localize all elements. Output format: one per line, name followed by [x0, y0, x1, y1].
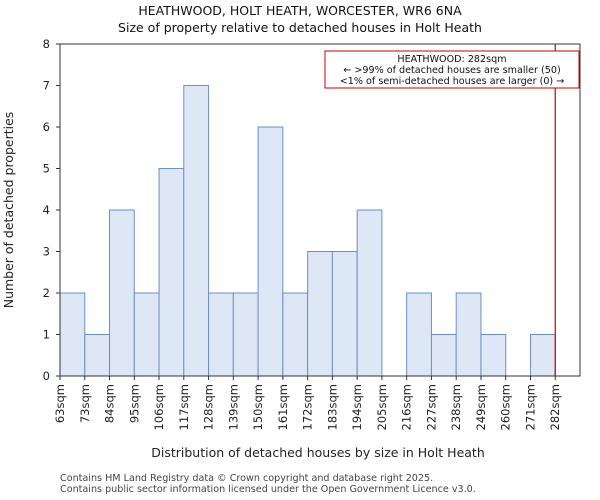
- y-axis-label: Number of detached properties: [1, 112, 16, 309]
- bar-63sqm: [59, 292, 86, 377]
- x-axis: 63sqm 73sqm 84sqm 95sqm 106sqm 117sqm 128sqm 13…: [53, 376, 562, 430]
- y-tick-label: 3: [43, 245, 50, 259]
- bar-183sqm: [331, 251, 358, 377]
- footer-line-1: Contains HM Land Registry data © Crown c…: [60, 473, 434, 484]
- x-tick-label: 227sqm: [424, 384, 438, 430]
- footer-line-2: Contains public sector information licen…: [60, 484, 476, 495]
- x-tick-label: 63sqm: [53, 384, 67, 423]
- annotation-line-2: ← >99% of detached houses are smaller (5…: [343, 65, 561, 76]
- x-tick-label: 205sqm: [375, 384, 389, 430]
- bars-layer: [59, 85, 556, 377]
- bar-84sqm: [109, 209, 135, 377]
- bar-238sqm: [455, 292, 482, 377]
- x-tick-label: 183sqm: [325, 384, 339, 430]
- y-tick-label: 5: [43, 162, 50, 176]
- x-tick-label: 260sqm: [499, 384, 513, 430]
- bar-139sqm: [232, 292, 259, 377]
- y-tick-label: 7: [43, 79, 50, 93]
- y-tick-label: 2: [43, 286, 50, 300]
- y-axis: 0 1 2 3 4 5 6 7 8: [43, 37, 60, 383]
- bar-216sqm: [406, 292, 432, 377]
- chart-title: HEATHWOOD, HOLT HEATH, WORCESTER, WR6 6N…: [138, 3, 462, 18]
- x-tick-label: 271sqm: [523, 384, 537, 430]
- x-tick-label: 139sqm: [226, 384, 240, 430]
- annotation-box: HEATHWOOD: 282sqm ← >99% of detached hou…: [324, 50, 580, 89]
- x-tick-label: 117sqm: [177, 384, 191, 430]
- x-tick-label: 161sqm: [276, 384, 290, 430]
- bar-73sqm: [84, 334, 111, 377]
- bar-249sqm: [480, 334, 507, 377]
- x-tick-label: 73sqm: [78, 384, 92, 423]
- bar-194sqm: [356, 209, 383, 377]
- bar-227sqm: [430, 334, 457, 377]
- y-tick-label: 4: [43, 203, 50, 217]
- bar-172sqm: [307, 251, 333, 377]
- annotation-line-1: HEATHWOOD: 282sqm: [397, 54, 506, 65]
- bar-95sqm: [133, 292, 160, 377]
- x-tick-label: 106sqm: [152, 384, 166, 430]
- x-tick-label: 128sqm: [202, 384, 216, 430]
- y-tick-label: 1: [43, 328, 50, 342]
- bar-117sqm: [183, 85, 210, 377]
- x-tick-label: 249sqm: [474, 384, 488, 430]
- y-tick-label: 0: [43, 369, 50, 383]
- x-tick-label: 150sqm: [251, 384, 265, 430]
- bar-128sqm: [208, 292, 234, 377]
- x-tick-label: 172sqm: [301, 384, 315, 430]
- chart-subtitle: Size of property relative to detached ho…: [118, 20, 482, 35]
- x-tick-label: 216sqm: [400, 384, 414, 430]
- y-tick-label: 6: [43, 120, 50, 134]
- bar-161sqm: [282, 292, 309, 377]
- x-tick-label: 95sqm: [127, 384, 141, 423]
- bar-271sqm: [529, 334, 556, 377]
- y-tick-label: 8: [43, 37, 50, 51]
- annotation-line-3: <1% of semi-detached houses are larger (…: [340, 76, 565, 87]
- x-tick-label: 238sqm: [449, 384, 463, 430]
- bar-106sqm: [158, 168, 185, 377]
- x-axis-label: Distribution of detached houses by size …: [151, 445, 485, 460]
- bar-150sqm: [257, 126, 284, 377]
- x-tick-label: 282sqm: [548, 384, 562, 430]
- x-tick-label: 194sqm: [350, 384, 364, 430]
- x-tick-label: 84sqm: [103, 384, 117, 423]
